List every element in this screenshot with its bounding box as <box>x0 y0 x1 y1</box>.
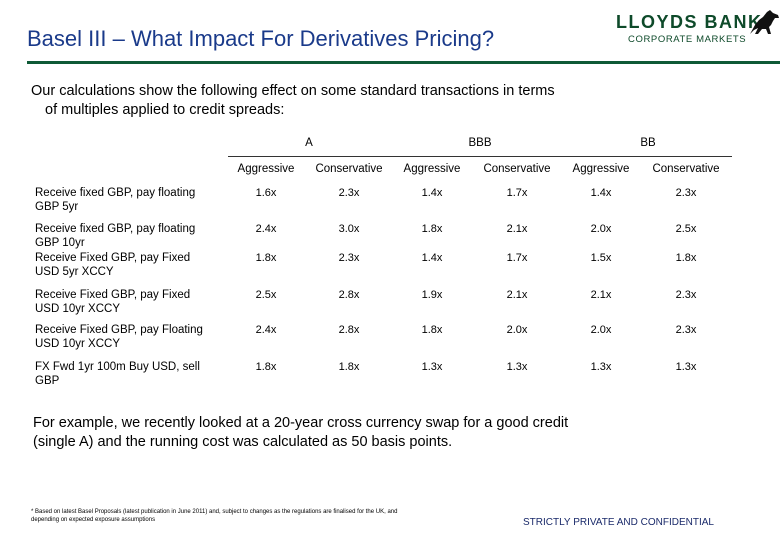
table-cell: 1.8x <box>338 361 360 373</box>
group-header: A <box>305 137 313 149</box>
intro-line-2: of multiples applied to credit spreads: <box>45 102 285 118</box>
example-line-1: For example, we recently looked at a 20-… <box>33 415 569 431</box>
row-label-line: Receive Fixed GBP, pay Fixed <box>35 252 191 264</box>
table-cell: 1.4x <box>421 187 443 199</box>
row-label-line: Receive Fixed GBP, pay Fixed <box>35 289 191 301</box>
intro-line-1: Our calculations show the following effe… <box>31 83 555 99</box>
table-cell: 2.3x <box>675 187 697 199</box>
table-cell: 1.3x <box>590 361 612 373</box>
footnote-line-2: depending on expected exposure assumptio… <box>31 516 156 523</box>
column-header: Conservative <box>483 163 551 175</box>
table-cell: 1.7x <box>506 252 528 264</box>
table-cell: 2.3x <box>338 187 360 199</box>
row-label: FX Fwd 1yr 100m Buy USD, sell GBP <box>35 360 230 388</box>
table-cell: 2.0x <box>590 324 612 336</box>
table-cell: 1.7x <box>506 187 528 199</box>
row-label-line: GBP 5yr <box>35 201 79 213</box>
table-cell: 1.8x <box>255 361 277 373</box>
example-line-2: (single A) and the running cost was calc… <box>33 434 453 450</box>
table-cell: 2.4x <box>255 223 277 235</box>
row-label-line: USD 10yr XCCY <box>35 303 120 315</box>
footnote: * Based on latest Basel Proposals (lates… <box>31 509 471 524</box>
group-header: BBB <box>468 137 492 149</box>
table-cell: 2.8x <box>338 324 360 336</box>
table-cell: 3.0x <box>338 223 360 235</box>
group-header: BB <box>640 137 656 149</box>
column-header: Conservative <box>315 163 383 175</box>
table-cell: 2.3x <box>338 252 360 264</box>
lloyds-bank-logo: LLOYDS BANK CORPORATE MARKETS <box>616 10 779 48</box>
table-cell: 1.5x <box>590 252 612 264</box>
table-cell: 2.0x <box>590 223 612 235</box>
table-cell: 1.9x <box>421 289 443 301</box>
row-label: Receive fixed GBP, pay floating GBP 10yr <box>35 222 230 250</box>
table-cell: 2.0x <box>506 324 528 336</box>
page-title: Basel III – What Impact For Derivatives … <box>27 26 495 51</box>
table-cell: 2.1x <box>506 223 528 235</box>
column-header: Aggressive <box>403 163 461 175</box>
table-cell: 1.3x <box>675 361 697 373</box>
logo-name: LLOYDS BANK <box>616 12 763 32</box>
table-cell: 2.1x <box>590 289 612 301</box>
row-label-line: Receive fixed GBP, pay floating <box>35 187 196 199</box>
table-cell: 1.8x <box>421 324 443 336</box>
row-label-line: Receive fixed GBP, pay floating <box>35 223 196 235</box>
table-cell: 1.4x <box>421 252 443 264</box>
table-cell: 2.4x <box>255 324 277 336</box>
intro-text: Our calculations show the following effe… <box>31 82 751 120</box>
row-label-line: GBP <box>35 375 60 387</box>
table-cell: 1.8x <box>421 223 443 235</box>
row-label-line: Receive Fixed GBP, pay Floating <box>35 324 203 336</box>
confidentiality-label: STRICTLY PRIVATE AND CONFIDENTIAL <box>523 517 714 528</box>
row-label-line: FX Fwd 1yr 100m Buy USD, sell <box>35 361 200 373</box>
table-cell: 1.3x <box>506 361 528 373</box>
horse-icon <box>750 10 779 34</box>
row-label: Receive Fixed GBP, pay Fixed USD 5yr XCCY <box>35 251 230 279</box>
logo-subtitle: CORPORATE MARKETS <box>628 34 747 45</box>
footnote-line-1: * Based on latest Basel Proposals (lates… <box>31 509 398 515</box>
row-label: Receive Fixed GBP, pay Floating USD 10yr … <box>35 323 230 351</box>
table-cell: 2.3x <box>675 289 697 301</box>
table-cell: 2.5x <box>255 289 277 301</box>
column-header: Aggressive <box>572 163 630 175</box>
row-label: Receive Fixed GBP, pay Fixed USD 10yr XCC… <box>35 288 230 316</box>
table-cell: 2.8x <box>338 289 360 301</box>
row-label-line: USD 5yr XCCY <box>35 266 114 278</box>
row-label: Receive fixed GBP, pay floating GBP 5yr <box>35 186 230 214</box>
row-label-line: GBP 10yr <box>35 237 85 249</box>
table-cell: 1.8x <box>675 252 697 264</box>
column-header: Aggressive <box>237 163 295 175</box>
column-header: Conservative <box>652 163 720 175</box>
example-text: For example, we recently looked at a 20-… <box>33 414 733 452</box>
group-header-rule <box>228 156 732 157</box>
title-divider <box>27 61 780 64</box>
table-cell: 1.6x <box>255 187 277 199</box>
table-cell: 1.3x <box>421 361 443 373</box>
table-cell: 2.1x <box>506 289 528 301</box>
table-cell: 2.3x <box>675 324 697 336</box>
row-label-line: USD 10yr XCCY <box>35 338 120 350</box>
table-cell: 1.4x <box>590 187 612 199</box>
table-cell: 2.5x <box>675 223 697 235</box>
table-cell: 1.8x <box>255 252 277 264</box>
